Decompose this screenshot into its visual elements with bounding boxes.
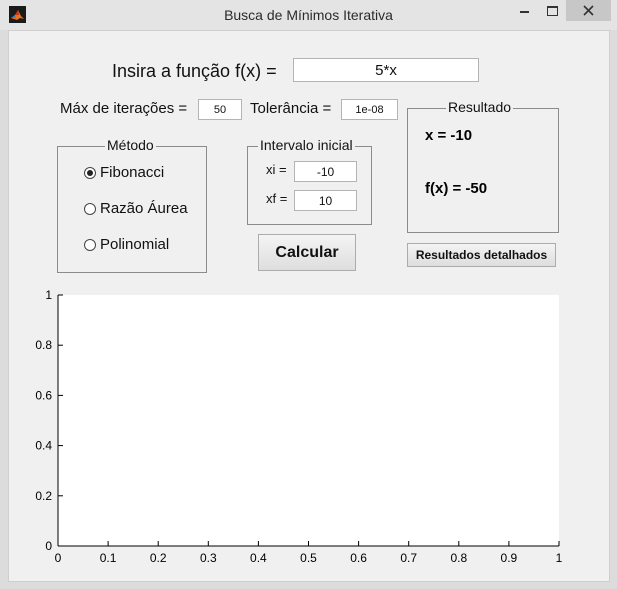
window-title: Busca de Mínimos Iterativa (224, 7, 393, 23)
x-tick-label: 0.2 (150, 551, 167, 565)
y-tick-label: 1 (45, 288, 52, 302)
y-tick-label: 0.8 (35, 338, 52, 352)
x-tick-label: 0.1 (100, 551, 117, 565)
result-group: Resultado x = -10 f(x) = -50 (407, 99, 559, 233)
xf-label: xf = (266, 191, 288, 206)
method-group-title: Método (105, 137, 156, 153)
detailed-results-button[interactable]: Resultados detalhados (407, 243, 556, 267)
close-icon (583, 5, 594, 16)
interval-group: Intervalo inicial xi = xf = (247, 137, 372, 225)
result-x-value: x = -10 (425, 127, 473, 144)
function-label: Insira a função f(x) = (112, 61, 277, 81)
radio-label: Razão Áurea (100, 200, 188, 217)
minimize-button[interactable] (510, 0, 538, 21)
iterations-label: Máx de iterações = (60, 100, 188, 117)
y-tick-label: 0.2 (35, 489, 52, 503)
function-input[interactable] (293, 58, 479, 82)
radio-label: Polinomial (100, 236, 170, 253)
x-tick-label: 0.6 (350, 551, 367, 565)
x-tick-label: 1 (556, 551, 563, 565)
x-tick-label: 0.3 (200, 551, 217, 565)
y-tick-label: 0.4 (35, 439, 52, 453)
x-tick-label: 0 (55, 551, 62, 565)
xf-input[interactable] (294, 190, 357, 211)
x-tick-label: 0.8 (450, 551, 467, 565)
xi-input[interactable] (294, 161, 357, 182)
radio-unselected-icon (84, 203, 96, 215)
x-tick-label: 0.7 (400, 551, 417, 565)
radio-selected-icon (84, 167, 96, 179)
close-button[interactable] (566, 0, 611, 21)
xi-label: xi = (266, 162, 287, 177)
y-tick-label: 0.6 (35, 388, 52, 402)
x-tick-label: 0.4 (250, 551, 267, 565)
tolerance-input[interactable] (341, 99, 398, 120)
maximize-button[interactable] (538, 0, 566, 21)
calculate-button[interactable]: Calcular (258, 234, 356, 271)
x-tick-label: 0.9 (501, 551, 518, 565)
matlab-icon (9, 6, 26, 23)
radio-label: Fibonacci (100, 164, 165, 181)
tolerance-label: Tolerância = (250, 100, 332, 117)
method-group: Método Fibonacci Razão Áurea Polinomial (57, 137, 207, 273)
y-tick-label: 0 (45, 539, 52, 553)
plot-area[interactable] (58, 295, 559, 546)
result-fx-value: f(x) = -50 (425, 180, 488, 197)
radio-unselected-icon (84, 239, 96, 251)
x-tick-label: 0.5 (300, 551, 317, 565)
title-bar[interactable]: Busca de Mínimos Iterativa (0, 0, 617, 30)
iterations-input[interactable] (198, 99, 242, 120)
result-group-title: Resultado (446, 99, 514, 115)
interval-group-title: Intervalo inicial (258, 137, 355, 153)
